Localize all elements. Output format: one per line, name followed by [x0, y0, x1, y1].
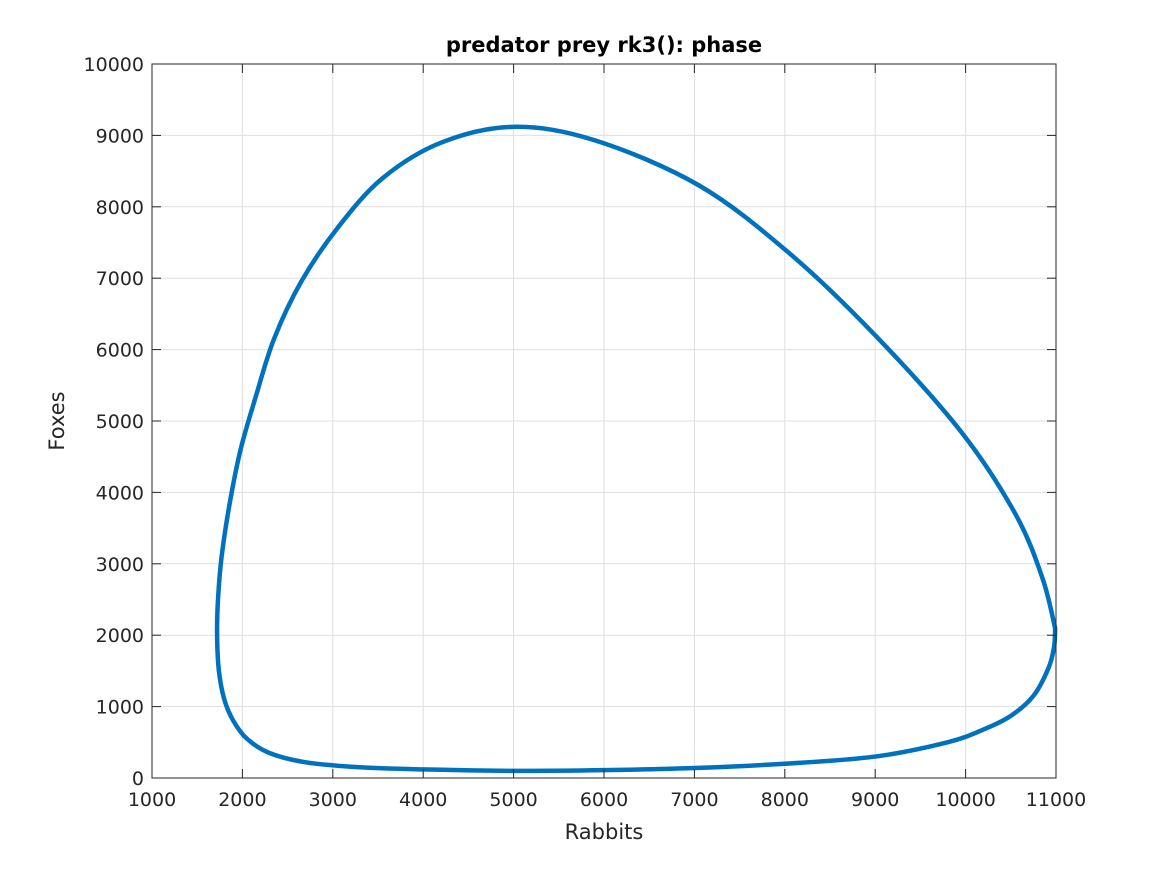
x-tick-label: 1000 — [128, 789, 176, 811]
chart-title: predator prey rk3(): phase — [446, 33, 762, 57]
tick-marks — [151, 63, 1057, 779]
phase-curve — [214, 124, 1058, 774]
y-tick-label: 2000 — [96, 625, 144, 647]
y-tick-label: 0 — [132, 768, 144, 790]
x-axis-label: Rabbits — [565, 820, 644, 844]
y-tick-label: 1000 — [96, 697, 144, 719]
x-tick-label: 3000 — [309, 789, 357, 811]
x-tick-label: 6000 — [580, 789, 628, 811]
y-tick-label: 4000 — [96, 482, 144, 504]
x-tick-labels: 1000 2000 3000 4000 5000 6000 7000 8000 9000 1000… — [128, 789, 1086, 811]
x-tick-label: 8000 — [761, 789, 809, 811]
x-tick-label: 7000 — [670, 789, 718, 811]
y-tick-label: 6000 — [96, 340, 144, 362]
plot-area — [214, 124, 1058, 774]
y-tick-label: 7000 — [96, 268, 144, 290]
y-axis-label: Foxes — [45, 391, 69, 450]
x-tick-label: 10000 — [935, 789, 995, 811]
y-tick-label: 10000 — [84, 54, 144, 76]
y-tick-label: 5000 — [96, 411, 144, 433]
y-tick-label: 9000 — [96, 125, 144, 147]
y-tick-label: 3000 — [96, 554, 144, 576]
y-tick-labels: 0 1000 2000 3000 4000 5000 6000 7000 8000 9000 100… — [84, 54, 144, 790]
x-tick-label: 9000 — [851, 789, 899, 811]
x-tick-label: 4000 — [399, 789, 447, 811]
x-tick-label: 11000 — [1026, 789, 1086, 811]
x-tick-label: 2000 — [218, 789, 266, 811]
y-tick-label: 8000 — [96, 197, 144, 219]
x-tick-label: 5000 — [489, 789, 537, 811]
